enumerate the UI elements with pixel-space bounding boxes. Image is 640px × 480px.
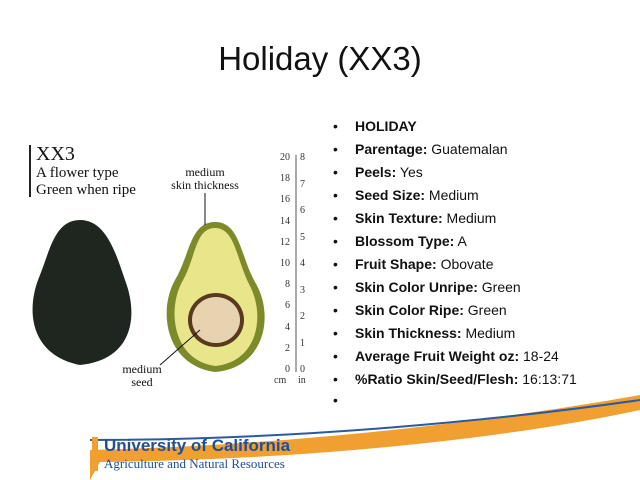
bullet-value: 18-24 <box>523 348 559 364</box>
bullet-value: Medium <box>465 325 516 341</box>
bullet-label: Skin Color Unripe: <box>355 279 478 295</box>
bullet-value: Green <box>467 302 507 318</box>
variety: XX3 <box>36 143 75 165</box>
bullet-text: Blossom Type: A <box>355 233 467 249</box>
bullet-dot: • <box>333 118 338 134</box>
ruler-cm-label: 2 <box>285 342 290 354</box>
bullet-dot: • <box>333 164 338 180</box>
bullet-dot: • <box>333 141 338 157</box>
bullet-text: Peels: Yes <box>355 164 423 180</box>
bullet-dot: • <box>333 348 338 364</box>
ruler-cm-label: 20 <box>280 152 290 163</box>
title: Holiday (XX3) <box>218 40 422 77</box>
org: University of California <box>104 436 291 455</box>
bullet-value: Yes <box>399 164 423 180</box>
bullet-text: Skin Color Unripe: Green <box>355 279 521 295</box>
ruler-cm-label: 10 <box>280 258 290 269</box>
bullet-label: Parentage: <box>355 141 428 157</box>
logo-bar <box>92 437 98 471</box>
bullet-dot: • <box>333 371 338 387</box>
bullet-label: Fruit Shape: <box>355 256 437 272</box>
bullet-dot: • <box>333 256 338 272</box>
bullet-label: Skin Thickness: <box>355 325 462 341</box>
footer-swoosh <box>90 395 640 480</box>
bullet-text: Parentage: Guatemalan <box>355 141 508 157</box>
ruler-cm-label: 4 <box>285 321 290 333</box>
ruler-cm-label: 8 <box>285 279 290 291</box>
bullet-label: HOLIDAY <box>355 118 417 134</box>
seed-label: medium <box>122 362 162 376</box>
bullet-text: Skin Color Ripe: Green <box>355 302 507 318</box>
ruler-cm-label: 16 <box>280 194 290 206</box>
bullet-dot: • <box>333 233 338 249</box>
bullet-text: Skin Thickness: Medium <box>355 325 515 341</box>
bullet-dot: • <box>333 187 338 203</box>
whole-avocado <box>32 220 132 365</box>
ruler-in-label: 7 <box>300 178 305 190</box>
bullet-text: HOLIDAY <box>355 118 417 134</box>
ruler-unit: in <box>298 375 306 386</box>
ruler-cm-label: 14 <box>280 215 290 227</box>
ruler-in-label: 6 <box>300 205 305 216</box>
bullet-value: Medium <box>428 187 479 203</box>
bullet-dot: • <box>333 302 338 318</box>
footer-line <box>89 399 640 441</box>
bullet-dot: • <box>333 210 338 226</box>
seed-pointer <box>159 329 201 366</box>
bullet-text: Skin Texture: Medium <box>355 210 496 226</box>
bullet-label: Average Fruit Weight oz: <box>355 348 520 364</box>
ruler-in-label: 5 <box>300 231 305 243</box>
ruler-in-label: 0 <box>300 364 305 375</box>
bullet-label: %Ratio Skin/Seed/Flesh: <box>355 371 519 387</box>
bullet-dot: • <box>333 392 338 408</box>
ruler-in-label: 8 <box>300 152 305 163</box>
skin-label: medium <box>185 165 225 179</box>
bullet-text: Fruit Shape: Obovate <box>355 256 494 272</box>
bullet-value: Guatemalan <box>431 141 508 157</box>
ruler-cm-label: 6 <box>285 300 290 312</box>
bullet-label: Blossom Type: <box>355 233 455 249</box>
ruler-in-label: 4 <box>300 258 305 269</box>
bullet-value: 16:13:71 <box>522 371 577 387</box>
bullet-label: Peels: <box>355 164 397 180</box>
ruler-in-label: 3 <box>300 284 305 296</box>
bullet-value: Green <box>481 279 521 295</box>
bullet-value: Medium <box>446 210 497 226</box>
seed <box>192 297 240 343</box>
ruler-in-label: 2 <box>300 311 305 322</box>
division: Agriculture and Natural Resources <box>104 456 285 471</box>
skin-label: skin thickness <box>171 178 239 192</box>
ruler-cm-label: 18 <box>280 173 290 185</box>
ruler-cm-label: 0 <box>285 364 290 375</box>
bullet-dot: • <box>333 325 338 341</box>
bullet-label: Skin Texture: <box>355 210 443 226</box>
note: A flower type <box>36 165 119 181</box>
ruler-unit: cm <box>274 375 287 386</box>
note: Green when ripe <box>36 182 136 198</box>
bullet-label: Seed Size: <box>355 187 426 203</box>
ruler-cm-label: 12 <box>280 236 290 248</box>
bullet-dot: • <box>333 279 338 295</box>
bullet-text: Average Fruit Weight oz: 18-24 <box>355 348 559 364</box>
bullet-text: Seed Size: Medium <box>355 187 479 203</box>
ruler-in-label: 1 <box>300 337 305 349</box>
seed-label: seed <box>131 375 153 389</box>
bullet-value: A <box>457 233 467 249</box>
bullet-text: %Ratio Skin/Seed/Flesh: 16:13:71 <box>355 371 577 387</box>
bullet-label: Skin Color Ripe: <box>355 302 464 318</box>
bullet-value: Obovate <box>440 256 494 272</box>
